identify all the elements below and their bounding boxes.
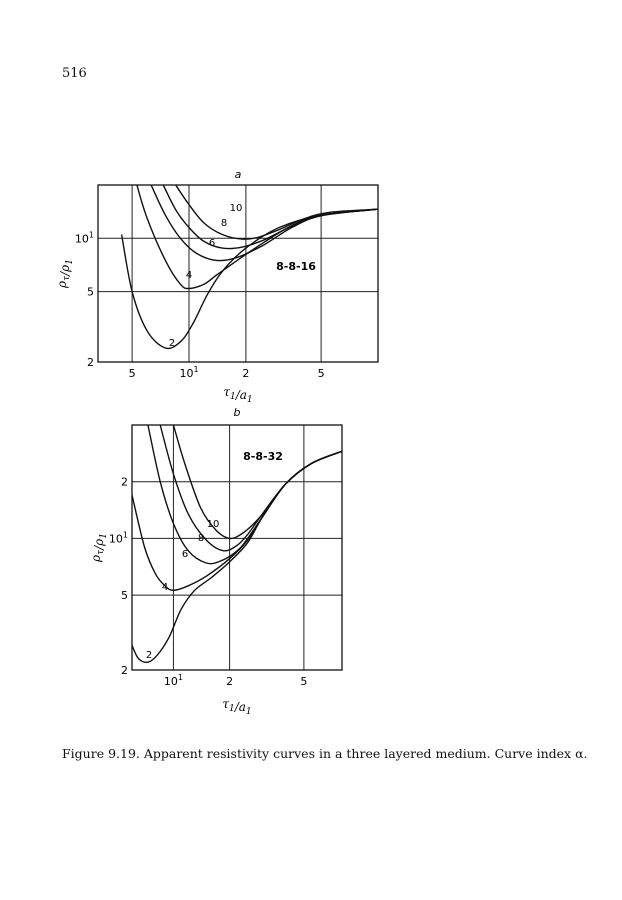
figure-caption: Figure 9.19. Apparent resistivity curves… (62, 746, 588, 761)
y-tick-label: 5 (121, 589, 128, 602)
curve-label-6: 6 (209, 238, 215, 249)
series-curve-2 (120, 208, 378, 350)
y-axis-title: ρτ/ρ1 (55, 259, 75, 289)
curve-label-10: 10 (230, 203, 243, 214)
panel-label: a (235, 168, 242, 181)
curve-label-4: 4 (186, 270, 192, 281)
curve-label-6: 6 (182, 549, 188, 560)
y-tick-label: 2 (121, 664, 128, 677)
curve-label-4: 4 (162, 582, 168, 593)
y-tick-label: 101 (75, 230, 94, 245)
x-axis-title: τ1/a1 (223, 385, 252, 405)
series-curve-2 (132, 450, 342, 664)
y-tick-label: 2 (87, 356, 94, 369)
y-tick-label: 2 (121, 476, 128, 489)
y-tick-label: 5 (87, 286, 94, 299)
x-tick-label: 5 (300, 675, 307, 688)
x-tick-label: 2 (242, 367, 249, 380)
model-label: 8-8-32 (243, 450, 283, 463)
series-curve-4 (136, 185, 378, 290)
plot-frame (97, 184, 379, 363)
series-curve-10 (172, 425, 342, 540)
y-tick-label: 101 (109, 530, 128, 545)
panel-label: b (234, 406, 241, 419)
x-tick-label: 5 (318, 367, 325, 380)
series-curve-8 (159, 425, 342, 552)
series-curve-4 (132, 450, 342, 592)
curve-label-8: 8 (221, 218, 227, 229)
curve-label-2: 2 (169, 338, 175, 349)
x-axis-title: τ1/a1 (222, 697, 251, 717)
x-tick-label: 2 (226, 675, 233, 688)
series-curve-8 (162, 185, 378, 250)
series-curve-10 (175, 185, 378, 240)
page-number: 516 (62, 66, 87, 81)
x-tick-label: 5 (129, 367, 136, 380)
curve-label-8: 8 (198, 533, 204, 544)
curve-label-10: 10 (207, 519, 220, 530)
model-label: 8-8-16 (276, 260, 316, 273)
x-tick-label: 101 (164, 673, 183, 688)
y-axis-title: ρτ/ρ1 (89, 533, 109, 563)
plot-frame (131, 424, 343, 671)
x-tick-label: 101 (179, 365, 198, 380)
curve-label-2: 2 (146, 650, 152, 661)
series-curve-6 (147, 425, 342, 565)
